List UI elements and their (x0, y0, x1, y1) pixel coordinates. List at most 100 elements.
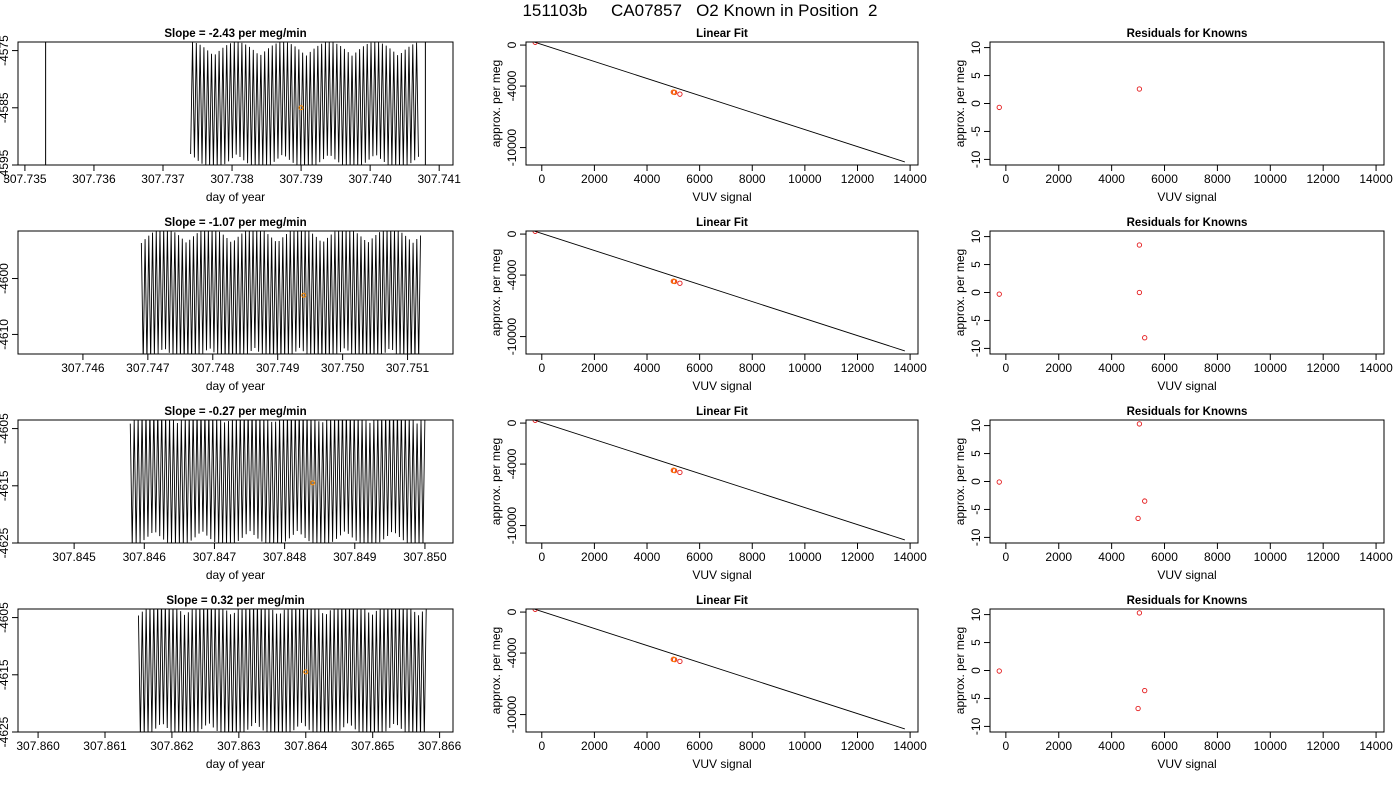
x-tick-label: 0 (538, 361, 545, 375)
x-tick-label: 307.736 (72, 172, 116, 186)
x-tick-label: 0 (1003, 739, 1010, 753)
chart-title: Slope = -0.27 per meg/min (164, 406, 306, 418)
y-tick-label: -4605 (0, 413, 11, 444)
x-tick-label: 14000 (893, 550, 927, 564)
y-tick-label: 0 (969, 478, 983, 485)
x-tick-label: 6000 (1151, 361, 1178, 375)
x-tick-label: 0 (1003, 172, 1010, 186)
x-tick-label: 6000 (1151, 172, 1178, 186)
y-axis-label: approx. per meg (489, 438, 503, 525)
y-tick-label: 0 (505, 230, 519, 237)
y-tick-label: 0 (505, 419, 519, 426)
y-axis-label: approx. per meg (953, 627, 967, 714)
y-tick-label: 5 (969, 450, 983, 457)
x-tick-label: 14000 (1359, 361, 1393, 375)
x-tick-label: 307.747 (126, 361, 170, 375)
panel-r4c2: Linear Fit 0 2000 4000 6000 8000 10000 12000 140… (489, 595, 927, 771)
mean-marker (298, 105, 304, 111)
x-tick-label: 8000 (1204, 361, 1231, 375)
panel-r3c2: Linear Fit 0 2000 4000 6000 8000 10000 12000 140… (489, 406, 927, 582)
data-point (1135, 515, 1141, 522)
x-tick-label: 307.847 (193, 550, 237, 564)
y-tick-label: -5 (969, 315, 983, 326)
x-tick-label: 4000 (1098, 361, 1125, 375)
y-axis-label: approx. per meg (953, 60, 967, 147)
x-tick-label: 10000 (788, 550, 822, 564)
x-tick-label: 307.846 (123, 550, 167, 564)
data-point (1136, 289, 1143, 296)
x-tick-label: 307.848 (263, 550, 307, 564)
data-point (996, 479, 1002, 485)
data-trace (129, 420, 426, 543)
highlight-point (671, 656, 677, 663)
fit-line (532, 42, 905, 163)
y-tick-label: -10 (969, 150, 983, 168)
data-point (677, 469, 683, 476)
panel-r4c1: Slope = 0.32 per meg/min 307.860 307.861 30… (0, 595, 462, 771)
x-tick-label: 10000 (788, 361, 822, 375)
plot-area (532, 42, 905, 163)
x-tick-label: 8000 (739, 172, 766, 186)
plot-frame (17, 41, 454, 166)
x-tick-label: 2000 (1045, 172, 1072, 186)
x-tick-label: 12000 (1306, 739, 1340, 753)
x-tick-label: 307.735 (3, 172, 47, 186)
y-axis-label: approx. per meg (953, 438, 967, 525)
highlight-point (671, 278, 677, 284)
x-tick-label: 12000 (1306, 172, 1340, 186)
x-tick-label: 307.865 (351, 739, 395, 753)
y-tick-label: 0 (969, 289, 983, 296)
y-tick-label: -10 (969, 339, 983, 357)
x-tick-label: 14000 (1359, 172, 1393, 186)
data-point (1136, 86, 1143, 92)
x-tick-label: 307.749 (256, 361, 300, 375)
panel-r2c2: Linear Fit 0 2000 4000 6000 8000 10000 12000 140… (489, 217, 927, 393)
y-tick-label: 10 (969, 608, 983, 622)
y-tick-label: -10000 (505, 696, 519, 734)
data-point (1136, 242, 1143, 248)
y-tick-label: 10 (969, 230, 983, 244)
x-tick-label: 2000 (581, 739, 608, 753)
chart-title: Residuals for Knowns (1127, 217, 1248, 229)
data-trace (190, 42, 419, 165)
data-trace (140, 231, 421, 354)
y-tick-label: 5 (969, 261, 983, 268)
plot-frame (17, 608, 454, 733)
chart-title: Linear Fit (696, 28, 748, 40)
x-tick-label: 12000 (841, 739, 875, 753)
x-tick-label: 2000 (581, 550, 608, 564)
plot-frame (989, 419, 1385, 544)
chart-title: Residuals for Knowns (1127, 406, 1248, 418)
y-tick-label: 10 (969, 419, 983, 433)
plot-frame (17, 230, 454, 355)
y-tick-label: -4610 (0, 319, 11, 350)
plot-frame (17, 419, 454, 544)
x-axis-label: day of year (206, 379, 265, 393)
x-tick-label: 307.738 (210, 172, 254, 186)
x-axis-label: day of year (206, 190, 265, 204)
x-tick-label: 6000 (1151, 550, 1178, 564)
x-tick-label: 307.845 (52, 550, 96, 564)
y-tick-label: -10000 (505, 318, 519, 356)
y-tick-label: -5 (969, 693, 983, 704)
y-tick-label: -4000 (505, 259, 519, 290)
chart-title: Slope = -1.07 per meg/min (164, 217, 306, 229)
x-tick-label: 8000 (1204, 739, 1231, 753)
y-tick-label: -4575 (0, 35, 11, 66)
y-tick-label: 10 (969, 41, 983, 55)
highlight-point (671, 89, 677, 95)
y-tick-label: 0 (969, 667, 983, 674)
y-tick-label: -5 (969, 504, 983, 515)
y-tick-label: -5 (969, 126, 983, 137)
x-tick-label: 10000 (1254, 361, 1288, 375)
plot-area (532, 231, 905, 352)
x-tick-label: 307.864 (284, 739, 328, 753)
x-tick-label: 6000 (686, 739, 713, 753)
mean-marker (310, 480, 316, 486)
x-axis-label: VUV signal (692, 379, 751, 393)
plot-frame (525, 230, 919, 355)
chart-title: Residuals for Knowns (1127, 595, 1248, 607)
x-tick-label: 2000 (1045, 550, 1072, 564)
